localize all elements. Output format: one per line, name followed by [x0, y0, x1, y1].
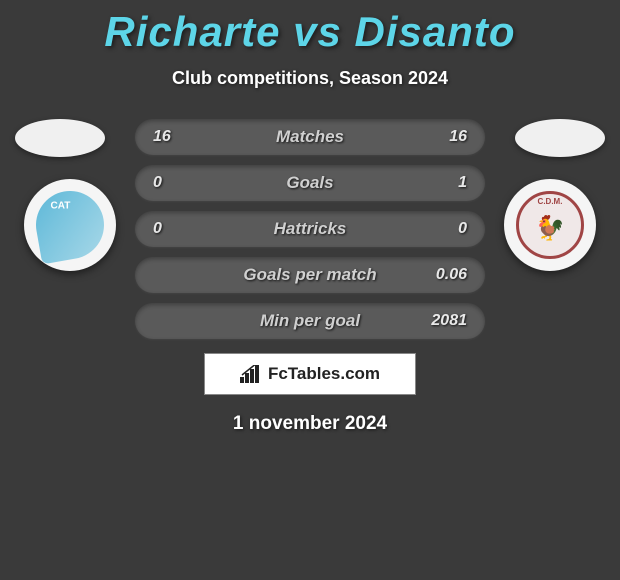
stat-label: Hattricks	[193, 219, 427, 239]
stats-area: 16 Matches 16 0 Goals 1 0 Hattricks 0 Go…	[0, 119, 620, 435]
stat-row-min-per-goal: Min per goal 2081	[135, 303, 485, 339]
page-title: Richarte vs Disanto	[0, 0, 620, 56]
stat-left-value: 0	[153, 220, 193, 238]
date-label: 1 november 2024	[0, 413, 620, 435]
player-photo-left	[15, 119, 105, 157]
stat-row-goals: 0 Goals 1	[135, 165, 485, 201]
stat-label: Matches	[193, 127, 427, 147]
stat-right-value: 2081	[427, 312, 467, 330]
stat-row-goals-per-match: Goals per match 0.06	[135, 257, 485, 293]
club-badge-right-inner	[516, 191, 584, 259]
stat-rows: 16 Matches 16 0 Goals 1 0 Hattricks 0 Go…	[135, 119, 485, 339]
player-photo-right	[515, 119, 605, 157]
brand-text: FcTables.com	[268, 364, 380, 384]
club-badge-left	[24, 179, 116, 271]
stat-label: Goals per match	[193, 265, 427, 285]
stat-label: Goals	[193, 173, 427, 193]
stat-left-value: 0	[153, 174, 193, 192]
stat-row-matches: 16 Matches 16	[135, 119, 485, 155]
stat-right-value: 1	[427, 174, 467, 192]
stat-row-hattricks: 0 Hattricks 0	[135, 211, 485, 247]
stat-right-value: 16	[427, 128, 467, 146]
stat-right-value: 0	[427, 220, 467, 238]
brand-box[interactable]: FcTables.com	[204, 353, 416, 395]
subtitle: Club competitions, Season 2024	[0, 68, 620, 89]
stat-left-value: 16	[153, 128, 193, 146]
club-badge-left-inner	[31, 186, 110, 265]
stat-label: Min per goal	[193, 311, 427, 331]
club-badge-right	[504, 179, 596, 271]
chart-bars-icon	[240, 365, 262, 383]
stat-right-value: 0.06	[427, 266, 467, 284]
